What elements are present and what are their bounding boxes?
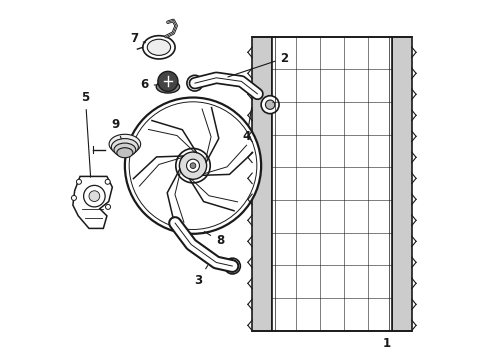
Ellipse shape [117,148,133,158]
Circle shape [179,152,207,179]
Ellipse shape [143,36,175,59]
Ellipse shape [114,143,136,157]
Circle shape [187,159,199,172]
Circle shape [224,258,240,274]
Circle shape [176,148,210,183]
Circle shape [105,179,110,184]
Circle shape [76,179,81,184]
FancyBboxPatch shape [272,37,392,330]
Circle shape [190,163,196,168]
Circle shape [129,102,257,229]
Text: 9: 9 [112,118,122,139]
Polygon shape [252,37,272,330]
Text: 3: 3 [195,266,208,287]
Circle shape [229,262,236,270]
Text: 4: 4 [243,107,252,144]
Circle shape [84,185,105,207]
Polygon shape [392,37,412,330]
Circle shape [187,75,203,91]
Circle shape [158,71,178,91]
Text: 6: 6 [141,78,156,91]
Circle shape [89,191,100,202]
Circle shape [105,204,111,210]
Text: 1: 1 [383,330,391,350]
Circle shape [125,98,261,234]
Ellipse shape [111,139,138,156]
Text: 8: 8 [204,231,224,247]
Ellipse shape [109,134,141,154]
Circle shape [191,80,198,87]
Text: 2: 2 [228,51,289,77]
Circle shape [266,100,275,109]
Ellipse shape [147,39,171,55]
Text: 7: 7 [130,32,146,45]
Circle shape [72,195,76,201]
Ellipse shape [156,81,179,93]
Circle shape [261,96,279,114]
Polygon shape [73,176,112,228]
Text: 5: 5 [81,91,91,177]
